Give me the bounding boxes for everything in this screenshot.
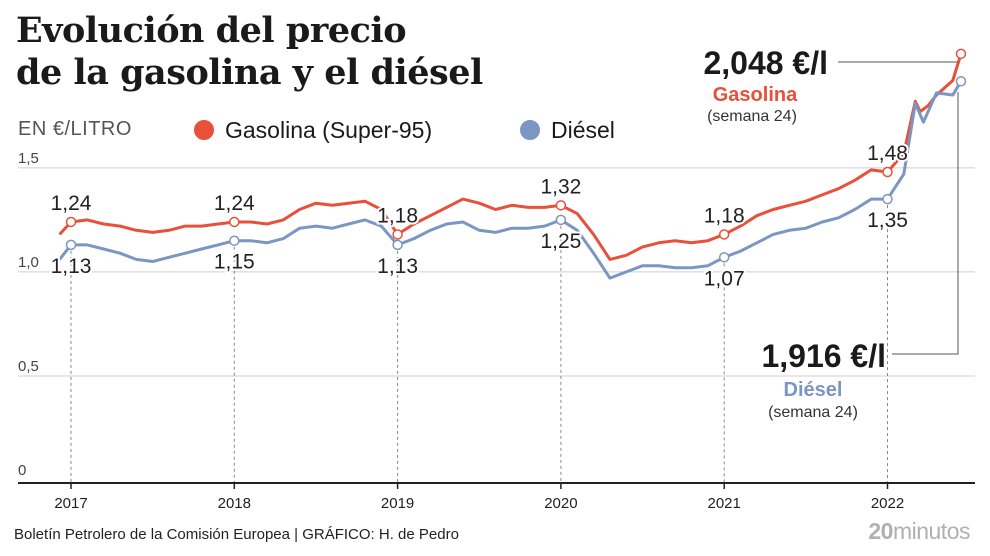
legend-label-gasolina: Gasolina (Super-95) [225,116,433,143]
annotation-label: 1,32 [540,175,581,198]
annotation-label: 1,13 [51,255,92,278]
annotation-marker [718,252,730,263]
annotation-marker [555,200,567,211]
legend-label-diesel: Diésel [551,116,615,143]
gasolina-line [58,53,963,261]
diesel-callout-value: 1,916 €/l [761,338,886,374]
annotation-label: 1,18 [377,204,418,227]
annotation-marker [392,239,403,251]
annotation-label: 1,48 [867,142,908,165]
legend-item-diesel: Diésel [519,115,615,145]
y-tick-label: 1,5 [18,150,39,167]
annotation-marker [882,166,893,178]
y-tick-label: 1,0 [18,254,39,271]
annotation-marker [229,235,240,246]
y-tick-label: 0 [18,462,26,479]
title-line-2: de la gasolina y el diésel [16,52,483,93]
annotation-label: 1,07 [704,267,745,290]
gasolina-callout-name: Gasolina [713,84,798,106]
gasolina-end-marker [955,48,967,60]
legend-item-gasolina: Gasolina (Super-95) [193,115,432,145]
legend-swatch-diesel [519,119,541,141]
diesel-end-marker [955,76,967,87]
logo-bold-part: 20 [868,518,893,544]
chart-title: Evolución del precio de la gasolina y el… [16,10,536,94]
x-tick-label: 2021 [708,495,741,512]
annotation-label: 1,25 [540,230,581,253]
annotation-label: 1,24 [214,192,255,215]
annotation-label: 1,24 [51,192,92,215]
annotation-marker [229,216,240,228]
title-line-1: Evolución del precio [16,10,407,51]
diesel-callout-name: Diésel [784,379,843,401]
gasolina-callout-value: 2,048 €/l [703,45,828,81]
x-tick-label: 2017 [54,495,87,512]
y-tick-label: 0,5 [18,358,39,375]
gasolina-callout-week: (semana 24) [707,108,797,125]
x-tick-label: 2020 [544,495,577,512]
brand-logo: 20minutos [868,518,970,545]
annotation-label: 1,13 [377,255,418,278]
annotation-label: 1,18 [704,204,745,227]
source-footer: Boletín Petrolero de la Comisión Europea… [14,526,459,543]
annotation-marker [718,229,730,240]
diesel-callout-week: (semana 24) [768,404,858,421]
x-tick-label: 2018 [218,495,251,512]
annotation-label: 1,35 [867,209,908,232]
annotation-marker [555,214,567,226]
x-tick-label: 2019 [381,495,414,512]
annotation-marker [882,193,893,205]
legend-swatch-gasolina [193,119,215,141]
units-label: EN €/LITRO [18,118,132,140]
annotation-label: 1,15 [214,251,255,274]
annotation-marker [65,216,77,228]
x-tick-label: 2022 [871,495,904,512]
annotation-marker [392,229,403,240]
diesel-line [58,80,963,280]
diesel-callout-leader [892,92,959,355]
annotation-marker [65,239,77,251]
logo-thin-part: minutos [892,518,971,544]
